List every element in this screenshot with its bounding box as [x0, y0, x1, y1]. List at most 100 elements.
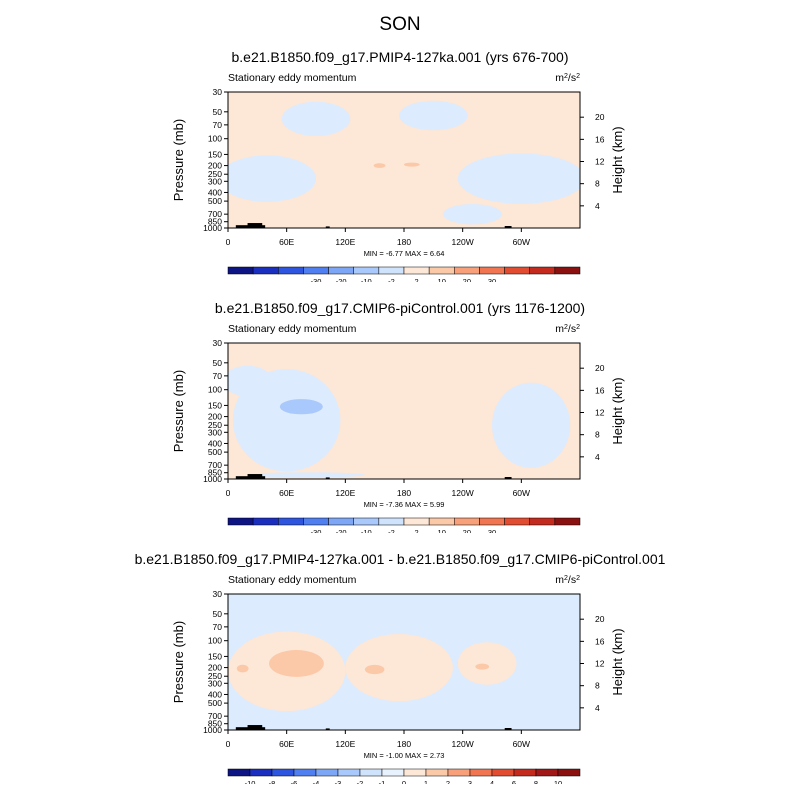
panel-subtitle: Stationary eddy momentum [228, 72, 357, 84]
pressure-tick-label: 250 [208, 169, 222, 179]
field-anomaly [279, 399, 323, 415]
pressure-tick-label: 50 [213, 107, 223, 117]
height-tick-label: 12 [595, 659, 605, 669]
colorbar-label: 2 [414, 277, 418, 282]
pressure-tick-label: 30 [213, 589, 223, 599]
height-tick-label: 20 [595, 614, 605, 624]
pressure-tick-label: 70 [213, 371, 223, 381]
colorbar-label: -20 [336, 277, 347, 282]
colorbar-swatch [337, 768, 361, 777]
colorbar-swatch [303, 517, 329, 526]
colorbar-swatch [425, 768, 449, 777]
y-axis-right-label: Height (km) [610, 126, 625, 193]
field-group [228, 594, 580, 730]
pressure-tick-label: 1000 [203, 223, 222, 233]
field-anomaly [399, 100, 468, 131]
lon-tick-label: 120W [452, 488, 474, 498]
colorbar-swatch [403, 517, 430, 526]
pressure-tick-label: 30 [213, 338, 223, 348]
pressure-tick-label: 700 [208, 209, 222, 219]
colorbar-swatch [479, 266, 505, 275]
colorbar-swatch [328, 266, 354, 275]
pressure-tick-label: 30 [213, 87, 223, 97]
field-anomaly [457, 153, 580, 204]
colorbar-label: -20 [336, 528, 347, 533]
colorbar-label: 2 [446, 779, 450, 784]
lon-tick-label: 60W [513, 488, 530, 498]
topography [504, 226, 512, 228]
colorbar-swatch [529, 517, 556, 526]
topography [325, 477, 330, 479]
colorbar-swatch [504, 266, 530, 275]
pressure-tick-label: 70 [213, 120, 223, 130]
colorbar-label: 10 [438, 277, 446, 282]
height-tick-label: 12 [595, 408, 605, 418]
colorbar-swatch [249, 768, 273, 777]
pressure-tick-label: 150 [208, 651, 222, 661]
colorbar-label: 4 [490, 779, 494, 784]
y-axis-right-label: Height (km) [610, 628, 625, 695]
pressure-tick-label: 50 [213, 609, 223, 619]
colorbar-label: -10 [361, 277, 372, 282]
panel-picontrol: b.e21.B1850.f09_g17.CMIP6-piControl.001 … [171, 300, 625, 533]
colorbar-label: 30 [488, 528, 496, 533]
panel-title: b.e21.B1850.f09_g17.CMIP6-piControl.001 … [215, 300, 585, 316]
colorbar-label: 10 [438, 528, 446, 533]
colorbar-label: -10 [361, 528, 372, 533]
field-anomaly [373, 163, 386, 168]
colorbar-label: -30 [311, 277, 322, 282]
pressure-tick-label: 100 [208, 385, 222, 395]
colorbar-label: 2 [414, 528, 418, 533]
field-anomaly [364, 664, 385, 675]
colorbar-swatch [557, 768, 581, 777]
pressure-tick-label: 700 [208, 711, 222, 721]
colorbar-swatch [479, 517, 505, 526]
topography [325, 226, 330, 228]
units-label: m2/s2 [555, 323, 580, 335]
pressure-tick-label: 200 [208, 663, 222, 673]
lon-tick-label: 60E [279, 739, 294, 749]
lon-tick-label: 60E [279, 488, 294, 498]
height-tick-label: 4 [595, 703, 600, 713]
page-title: SON [379, 14, 421, 35]
topography [247, 474, 263, 479]
lon-tick-label: 180 [397, 237, 411, 247]
colorbar-swatch [315, 768, 339, 777]
topography [247, 725, 263, 730]
field-anomaly [404, 162, 420, 167]
height-tick-label: 4 [595, 452, 600, 462]
field-anomaly [247, 472, 365, 478]
colorbar-swatch [227, 768, 251, 777]
topography [504, 477, 512, 479]
colorbar-swatch [353, 517, 380, 526]
colorbar-label: 3 [468, 779, 472, 784]
colorbar-swatch [403, 768, 427, 777]
topography [247, 223, 263, 228]
colorbar-swatch [353, 266, 380, 275]
lon-tick-label: 120E [335, 739, 355, 749]
lon-tick-label: 120E [335, 237, 355, 247]
lon-tick-label: 60W [513, 237, 530, 247]
lon-tick-label: 120W [452, 739, 474, 749]
colorbar-swatch [381, 768, 405, 777]
pressure-tick-label: 850 [208, 468, 222, 478]
height-tick-label: 16 [595, 636, 605, 646]
field-anomaly [443, 203, 502, 225]
colorbar-label: 10 [554, 779, 562, 784]
field-group [228, 92, 580, 228]
pressure-tick-label: 250 [208, 671, 222, 681]
pressure-tick-label: 700 [208, 460, 222, 470]
colorbar-label: 6 [512, 779, 516, 784]
colorbar-swatch [428, 266, 455, 275]
panel-pmip4: b.e21.B1850.f09_g17.PMIP4-127ka.001 (yrs… [171, 49, 625, 282]
topography [325, 728, 330, 730]
min-max-label: MIN = -6.77 MAX = 6.64 [364, 249, 445, 258]
pressure-tick-label: 500 [208, 447, 222, 457]
pressure-tick-label: 850 [208, 217, 222, 227]
colorbar-label: 20 [463, 528, 471, 533]
colorbar-label: -2 [357, 779, 364, 784]
colorbar-label: -30 [311, 528, 322, 533]
pressure-tick-label: 500 [208, 196, 222, 206]
pressure-tick-label: 300 [208, 678, 222, 688]
pressure-tick-label: 400 [208, 689, 222, 699]
